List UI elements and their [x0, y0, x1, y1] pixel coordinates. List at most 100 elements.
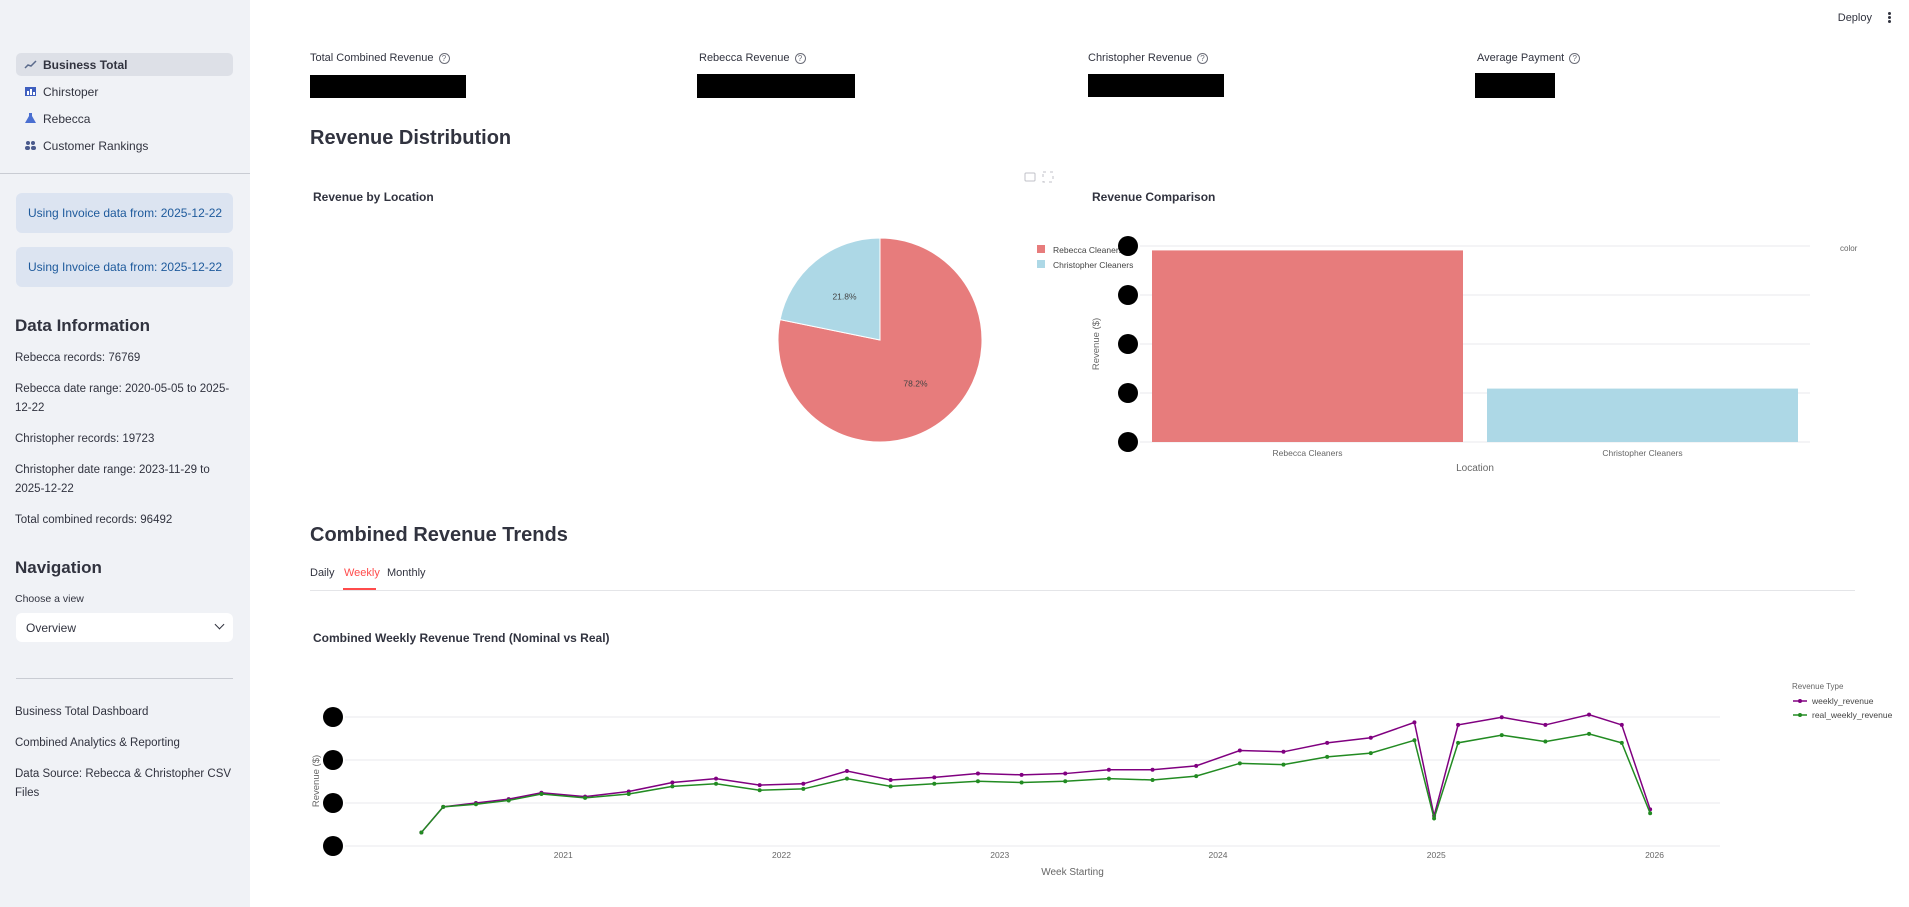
data-point	[801, 786, 806, 791]
data-point	[1619, 722, 1624, 727]
x-tick-label: Rebecca Cleaners	[1273, 448, 1343, 458]
data-point	[1150, 767, 1155, 772]
x-axis-label: Week Starting	[1041, 867, 1104, 878]
data-point	[1019, 780, 1024, 785]
pie-chart: 78.2% 21.8% Rebecca Cleaners Christopher Cl…	[777, 237, 1133, 443]
metric-total-combined: Total Combined Revenue?	[310, 52, 450, 64]
pie-chart-title: Revenue by Location	[313, 190, 434, 204]
bar	[1152, 250, 1463, 442]
data-point	[1019, 772, 1024, 777]
deploy-button[interactable]: Deploy	[1837, 12, 1872, 24]
metric-label: Total Combined Revenue	[310, 52, 434, 64]
data-point	[473, 802, 478, 807]
data-point	[1194, 763, 1199, 768]
bar-chart-icon	[25, 87, 36, 96]
revenue-distribution-heading: Revenue Distribution	[310, 127, 512, 149]
data-point	[1587, 731, 1592, 736]
sidebar-item-business-total[interactable]: Business Total	[16, 53, 233, 76]
bar-chart-title: Revenue Comparison	[1092, 190, 1216, 204]
x-tick-label: 2024	[1209, 850, 1228, 860]
metric-label: Rebecca Revenue	[699, 52, 790, 64]
flask-icon	[25, 113, 36, 123]
camera-icon[interactable]	[1024, 172, 1036, 182]
data-point	[1456, 740, 1461, 745]
sidebar-item-customer-rankings[interactable]: Customer Rankings	[16, 134, 233, 157]
data-point	[506, 798, 511, 803]
data-point	[801, 781, 806, 786]
x-axis-label: Location	[1456, 463, 1494, 474]
y-axis-label: Revenue ($)	[311, 755, 322, 807]
data-point	[888, 777, 893, 782]
data-point	[888, 784, 893, 789]
data-point	[1063, 771, 1068, 776]
data-point	[844, 776, 849, 781]
sidebar-item-label: Business Total	[43, 57, 128, 72]
series-line-weekly_revenue	[420, 713, 1651, 833]
help-icon[interactable]: ?	[438, 52, 450, 64]
x-tick-label: 2025	[1427, 850, 1446, 860]
data-point	[1432, 816, 1437, 821]
redacted-tick	[323, 707, 343, 727]
data-point	[1456, 722, 1461, 727]
chart-icon	[24, 60, 37, 69]
line-chart-title: Combined Weekly Revenue Trend (Nominal v…	[313, 631, 610, 645]
data-point	[441, 804, 446, 809]
data-point	[626, 792, 631, 797]
view-select[interactable]: Overview	[16, 613, 233, 642]
rebecca-records: Rebecca records: 76769	[15, 352, 141, 364]
data-point	[670, 780, 675, 785]
data-point	[1106, 776, 1111, 781]
metric-label: Christopher Revenue	[1088, 52, 1192, 64]
data-point	[1237, 748, 1242, 753]
data-point	[844, 769, 849, 773]
data-point	[1106, 767, 1111, 772]
legend-swatch	[1037, 245, 1045, 253]
legend-swatch	[1037, 260, 1045, 268]
help-icon[interactable]: ?	[1569, 52, 1581, 64]
fullscreen-icon[interactable]	[1042, 171, 1054, 183]
metric-label: Average Payment	[1477, 52, 1565, 64]
legend-label: Rebecca Cleaners	[1053, 245, 1123, 255]
legend-marker	[1798, 713, 1802, 717]
series-line-real_weekly_revenue	[420, 733, 1651, 833]
combined-trends-heading: Combined Revenue Trends	[310, 524, 568, 546]
data-point	[714, 781, 719, 786]
data-point	[1368, 735, 1373, 740]
metric-rebecca: Rebecca Revenue?	[699, 52, 806, 64]
redacted-tick	[323, 750, 343, 770]
sidebar: Business Total Chirstoper Rebecca Custom…	[0, 0, 250, 907]
help-icon[interactable]: ?	[794, 52, 806, 64]
redacted-tick	[1118, 432, 1138, 452]
x-tick-label: 2023	[990, 850, 1009, 860]
data-point	[1281, 749, 1286, 754]
data-point	[1063, 779, 1068, 784]
main-content: Deploy Total Combined Revenue? Rebecca R…	[250, 0, 1909, 907]
legend-title: color	[1840, 244, 1858, 253]
redacted-value	[1475, 73, 1555, 98]
tab-bar-line	[310, 590, 1855, 591]
data-point	[1543, 722, 1548, 727]
data-point	[1237, 761, 1242, 766]
redacted-value	[310, 75, 466, 98]
view-select-value: Overview	[26, 620, 77, 635]
tab-monthly[interactable]: Monthly	[387, 567, 426, 579]
tab-weekly[interactable]: Weekly	[344, 567, 380, 579]
tab-active-indicator	[343, 588, 376, 590]
sidebar-item-rebecca[interactable]: Rebecca	[16, 107, 233, 130]
redacted-value	[1088, 74, 1224, 97]
data-point	[975, 771, 980, 776]
data-point	[1499, 733, 1504, 738]
data-point	[714, 776, 719, 781]
legend-label: real_weekly_revenue	[1812, 710, 1893, 720]
data-point	[1648, 811, 1653, 816]
data-point	[1150, 777, 1155, 782]
pie-slice-label: 21.8%	[832, 292, 857, 302]
sidebar-item-chirstoper[interactable]: Chirstoper	[16, 80, 233, 103]
users-icon	[25, 141, 36, 150]
tab-daily[interactable]: Daily	[310, 567, 335, 579]
x-tick-label: 2022	[772, 850, 791, 860]
x-tick-label: 2021	[554, 850, 573, 860]
more-menu-icon[interactable]	[1888, 12, 1892, 24]
help-icon[interactable]: ?	[1196, 52, 1208, 64]
data-point	[670, 784, 675, 789]
